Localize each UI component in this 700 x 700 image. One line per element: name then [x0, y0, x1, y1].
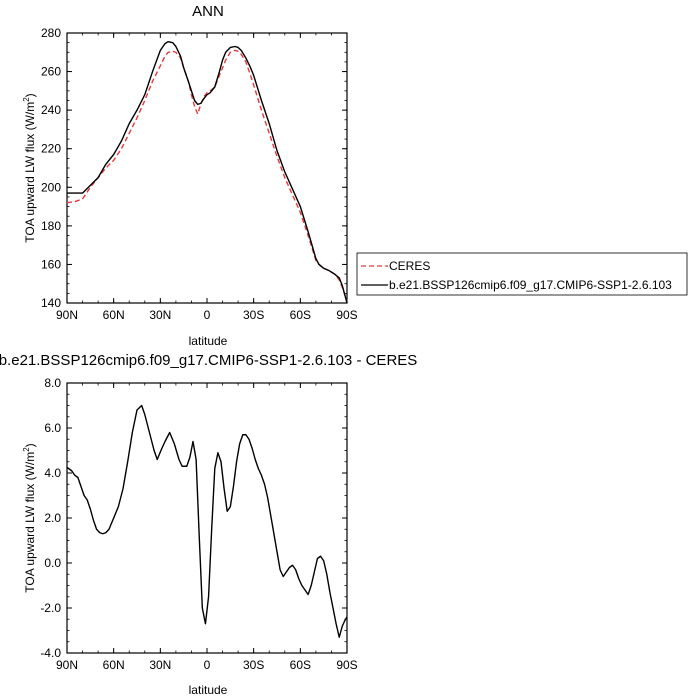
bottom-x-tick-label: 30N [149, 658, 171, 672]
bottom-y-tick-label: 6.0 [44, 421, 61, 435]
top-series-line-0 [66, 49, 348, 302]
top-y-axis-label: TOA upward LW flux (W/m2) [22, 93, 37, 242]
bottom-y-tick-label: 8.0 [44, 376, 61, 390]
top-y-tick-label: 220 [41, 142, 61, 156]
legend-label-model: b.e21.BSSP126cmip6.f09_g17.CMIP6-SSP1-2.… [389, 278, 672, 292]
top-chart: ANN 90N 60N 30N 0 30S 60S 90S 140 160 180 200 220 24… [22, 3, 688, 348]
legend-label-ceres: CERES [389, 259, 430, 273]
top-legend: CERES b.e21.BSSP126cmip6.f09_g17.CMIP6-S… [356, 252, 688, 296]
top-series-line-1 [67, 40, 348, 304]
top-y-tick-label: 160 [41, 257, 61, 271]
top-x-tick-label: 30N [149, 308, 171, 322]
bottom-plot-area: 90N 60N 30N 0 30S 60S 90S -4.0 -2.0 0.0 2.0 4.0 6.0 8… [40, 376, 357, 672]
bottom-x-tick-label: 60S [290, 658, 311, 672]
bottom-series-line-0 [66, 404, 348, 638]
bottom-x-tick-label: 90N [56, 658, 78, 672]
bottom-y-tick-label: 2.0 [44, 511, 61, 525]
bottom-x-tick-label: 0 [204, 658, 211, 672]
bottom-y-axis-label: TOA upward LW flux (W/m2) [22, 443, 37, 592]
bottom-x-tick-label: 60N [103, 658, 125, 672]
legend-box [356, 252, 688, 296]
top-y-tick-label: 180 [41, 219, 61, 233]
top-y-tick-label: 240 [41, 103, 61, 117]
bottom-y-tick-label: -4.0 [40, 646, 61, 660]
bottom-x-tick-label: 90S [336, 658, 357, 672]
bottom-chart: b.e21.BSSP126cmip6.f09_g17.CMIP6-SSP1-2.… [0, 352, 417, 697]
bottom-y-tick-label: -2.0 [40, 601, 61, 615]
top-plot-frame [66, 32, 348, 304]
top-x-axis-label: latitude [189, 334, 228, 348]
top-y-tick-label: 280 [41, 26, 61, 40]
top-x-tick-label: 0 [204, 308, 211, 322]
top-x-tick-label: 60S [290, 308, 311, 322]
top-y-tick-label: 200 [41, 180, 61, 194]
bottom-chart-title: b.e21.BSSP126cmip6.f09_g17.CMIP6-SSP1-2.… [0, 352, 417, 369]
top-plot-area: 90N 60N 30N 0 30S 60S 90S 140 160 180 200 220 240 260… [41, 26, 358, 322]
top-x-tick-label: 90N [56, 308, 78, 322]
top-x-tick-label: 90S [336, 308, 357, 322]
top-y-tick-label: 140 [41, 296, 61, 310]
bottom-x-axis-label: latitude [189, 683, 228, 697]
bottom-x-tick-label: 30S [243, 658, 264, 672]
top-y-tick-label: 260 [41, 65, 61, 79]
bottom-y-tick-label: 4.0 [44, 466, 61, 480]
top-chart-title: ANN [192, 3, 224, 20]
top-x-tick-label: 60N [103, 308, 125, 322]
bottom-y-tick-label: 0.0 [44, 556, 61, 570]
top-x-tick-label: 30S [243, 308, 264, 322]
